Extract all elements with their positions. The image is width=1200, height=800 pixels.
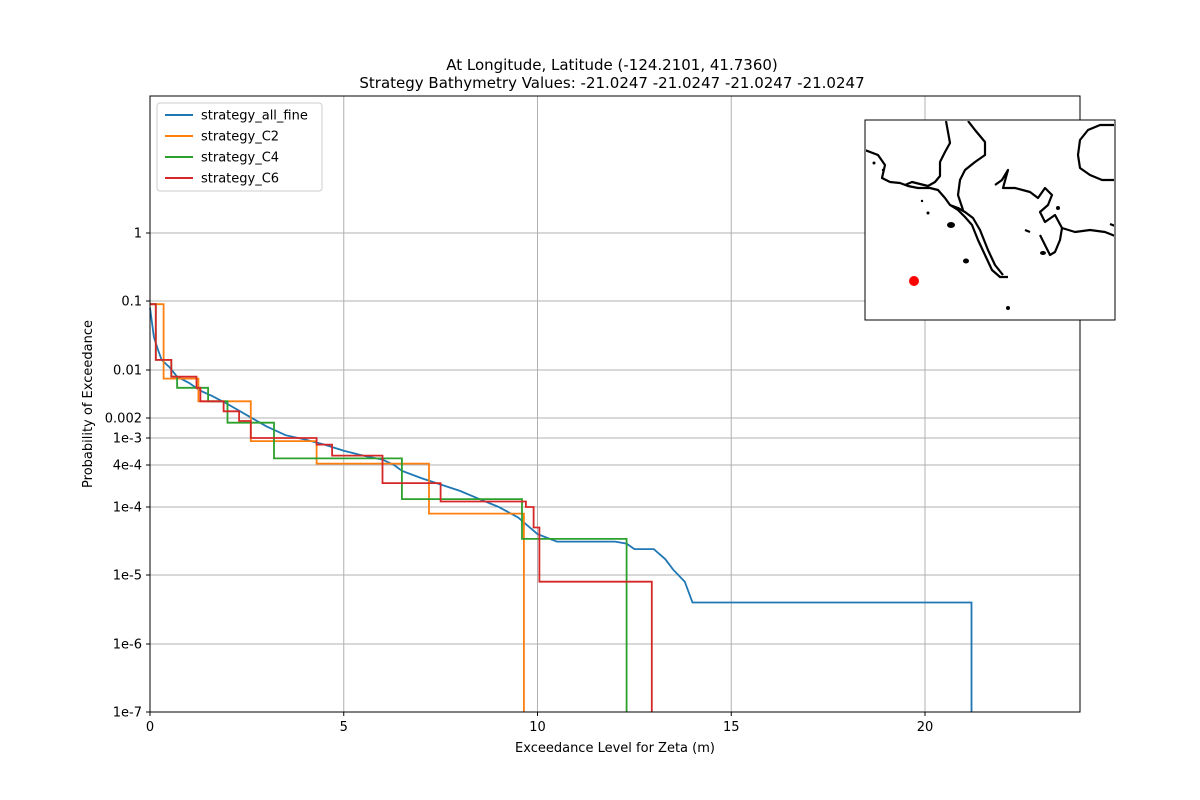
y-tick-label: 1e-6: [113, 638, 142, 653]
chart-title-line-1: At Longitude, Latitude (-124.2101, 41.73…: [446, 56, 778, 74]
legend-box: [156, 102, 323, 192]
legend-label: strategy_C2: [201, 130, 279, 145]
inner-channel: [949, 203, 1004, 276]
island: [1040, 251, 1046, 255]
legend-label: strategy_C6: [201, 172, 279, 187]
coastline: [866, 149, 1008, 279]
series-line-strategy-C4: [150, 303, 628, 712]
island: [1006, 306, 1010, 310]
bay-inlet: [1039, 227, 1064, 257]
y-tick-label: 1e-5: [113, 569, 142, 584]
island: [926, 211, 930, 215]
island: [920, 199, 924, 203]
y-tick-label: 0.01: [113, 364, 142, 379]
location-marker: [909, 276, 919, 286]
series-line-strategy-C2: [150, 303, 525, 712]
island: [872, 161, 876, 165]
small-inlet: [1024, 222, 1114, 234]
series-line-strategy-all-fine: [149, 307, 973, 712]
inset-map: [864, 119, 1116, 321]
x-tick-label: 0: [146, 720, 154, 735]
bay-shoreline: [994, 168, 1114, 237]
y-tick-label: 1e-4: [113, 501, 142, 516]
y-axis-label: Probability of Exceedance: [81, 320, 96, 488]
legend-label: strategy_all_fine: [201, 109, 308, 124]
x-tick-label: 10: [529, 720, 546, 735]
island: [963, 258, 969, 264]
island: [1056, 206, 1060, 210]
upper-right-shore: [1076, 123, 1114, 182]
legend: strategy_all_fine strategy_C2 strategy_C4s…: [156, 102, 323, 192]
y-tick-label: 1e-7: [113, 706, 142, 721]
chart-title-line-2: Strategy Bathymetry Values: -21.0247 -21…: [359, 74, 864, 92]
x-axis-label: Exceedance Level for Zeta (m): [515, 741, 715, 756]
series-line-strategy-C6: [150, 303, 653, 712]
grid-lines: [149, 96, 1080, 713]
y-tick-label: 1: [134, 227, 142, 242]
island: [947, 222, 955, 228]
river-channel: [956, 121, 987, 211]
legend-label: strategy_C4: [201, 151, 279, 166]
x-tick-label: 20: [917, 720, 934, 735]
x-axis: 0 5 10 15 20: [146, 712, 933, 735]
x-tick-label: 5: [340, 720, 348, 735]
inset-map-frame: [864, 119, 1116, 321]
y-tick-label: 0.002: [105, 412, 142, 427]
y-tick-label: 0.1: [121, 295, 142, 310]
y-tick-label: 4e-4: [113, 459, 142, 474]
x-tick-label: 15: [723, 720, 740, 735]
coastline-upper: [904, 121, 952, 188]
plot-frame: [149, 95, 1081, 713]
series-lines: [149, 303, 973, 712]
y-tick-label: 1e-3: [113, 432, 142, 447]
island: [881, 168, 885, 172]
y-axis: 1 0.1 0.01 0.002 1e-3 4e-4 1e-4 1e-5 1e-6 1e-7: [105, 227, 150, 721]
